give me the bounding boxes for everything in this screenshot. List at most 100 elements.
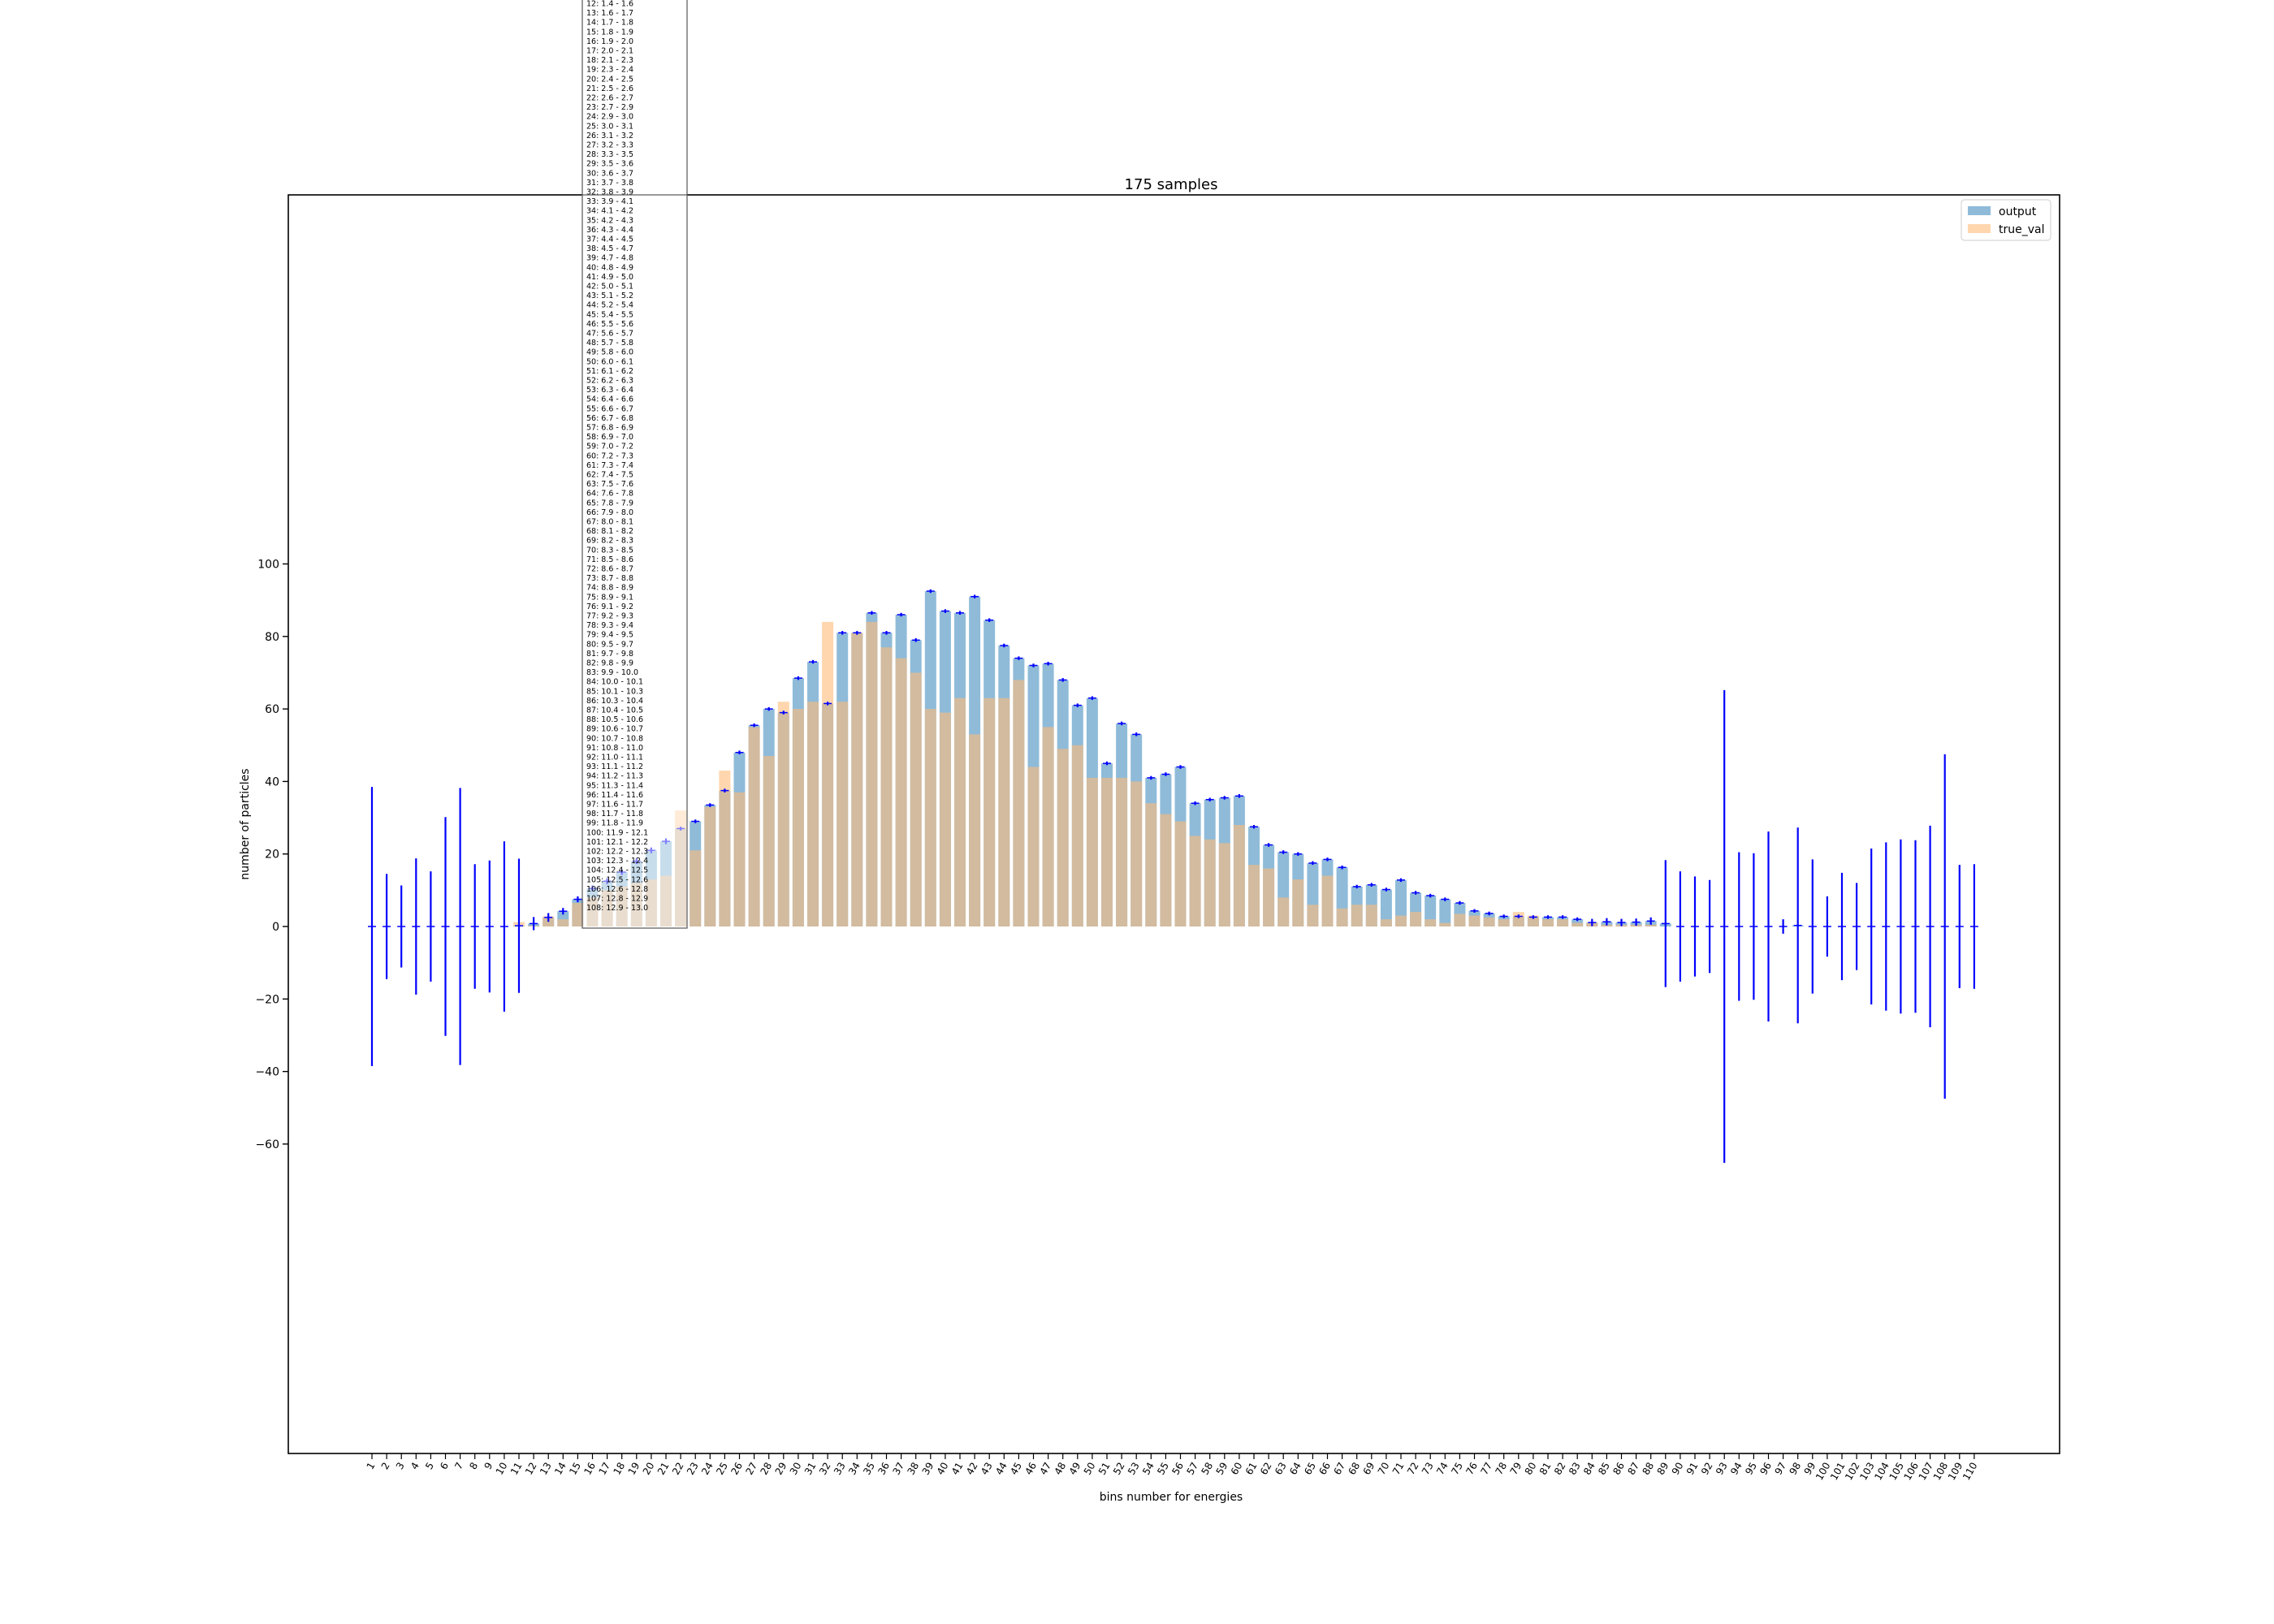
bin-table-row: 13: 1.6 - 1.7: [586, 9, 633, 18]
bin-table-row: 85: 10.1 - 10.3: [586, 687, 643, 696]
x-tick-label: 72: [1405, 1461, 1421, 1477]
bin-table-row: 76: 9.1 - 9.2: [586, 603, 633, 611]
bar-true-val-56: [1174, 821, 1187, 926]
x-tick-label: 20: [641, 1461, 657, 1477]
bin-table-row: 42: 5.0 - 5.1: [586, 283, 633, 292]
bin-table-row: 39: 4.7 - 4.8: [586, 254, 633, 263]
bin-table-row: 78: 9.3 - 9.4: [586, 621, 633, 630]
bar-true-val-54: [1145, 803, 1157, 926]
bar-true-val-25: [719, 771, 731, 926]
x-tick-label: 38: [906, 1461, 922, 1477]
x-tick-label: 34: [846, 1461, 862, 1477]
bin-table-row: 35: 4.2 - 4.3: [586, 216, 633, 225]
bin-table-row: 21: 2.5 - 2.6: [586, 84, 633, 93]
bin-table-row: 47: 5.6 - 5.7: [586, 330, 633, 339]
x-tick-label: 69: [1361, 1461, 1377, 1477]
bin-table-row: 26: 3.1 - 3.2: [586, 132, 633, 140]
bin-table-row: 96: 11.4 - 11.6: [586, 791, 643, 800]
bin-table-row: 101: 12.1 - 12.2: [586, 838, 648, 847]
bin-table-row: 97: 11.6 - 11.7: [586, 801, 643, 810]
x-tick-label: 90: [1670, 1461, 1686, 1477]
bar-true-val-58: [1204, 839, 1216, 926]
bar-true-val-50: [1086, 777, 1098, 926]
bin-table-row: 65: 7.8 - 7.9: [586, 499, 633, 508]
bin-table-row: 61: 7.3 - 7.4: [586, 461, 633, 470]
x-tick-label: 11: [508, 1461, 525, 1477]
bin-table-row: 48: 5.7 - 5.8: [586, 339, 633, 348]
x-tick-label: 99: [1802, 1461, 1818, 1477]
bin-table-row: 60: 7.2 - 7.3: [586, 451, 633, 460]
bin-table-row: 84: 10.0 - 10.1: [586, 678, 643, 687]
bar-output-70: [1380, 889, 1392, 926]
x-tick-label: 37: [890, 1461, 906, 1477]
bar-true-val-63: [1278, 897, 1290, 926]
y-tick-label: 0: [272, 921, 279, 934]
bar-true-val-42: [969, 734, 981, 926]
bin-table-row: 30: 3.6 - 3.7: [586, 169, 633, 178]
x-tick-label: 77: [1478, 1461, 1494, 1477]
bin-table-row: 28: 3.3 - 3.5: [586, 150, 633, 159]
x-tick-label: 19: [626, 1461, 642, 1477]
bin-table-row: 71: 8.5 - 8.6: [586, 555, 633, 564]
x-tick-label: 15: [567, 1461, 583, 1477]
x-tick-label: 71: [1390, 1461, 1407, 1477]
bar-true-val-61: [1248, 865, 1260, 926]
bar-true-val-83: [1571, 922, 1584, 926]
error-bars: [368, 589, 1978, 1164]
bar-true-val-64: [1292, 879, 1304, 926]
bar-true-val-29: [777, 702, 789, 926]
bar-true-val-55: [1160, 814, 1172, 926]
bin-table-row: 77: 9.2 - 9.3: [586, 612, 633, 621]
x-tick-label: 82: [1552, 1461, 1568, 1477]
x-tick-label: 58: [1200, 1461, 1216, 1477]
bin-table-row: 56: 6.7 - 6.8: [586, 414, 633, 423]
x-tick-label: 27: [743, 1461, 759, 1477]
bin-table-row: 98: 11.7 - 11.8: [586, 810, 643, 818]
bin-table-row: 107: 12.8 - 12.9: [586, 895, 648, 904]
bar-true-val-66: [1321, 875, 1334, 926]
bar-true-val-37: [895, 658, 907, 926]
x-tick-label: 65: [1302, 1461, 1318, 1477]
bar-true-val-76: [1468, 915, 1481, 926]
legend-label-output: output: [1999, 205, 2037, 218]
bin-table-row: 51: 6.1 - 6.2: [586, 367, 633, 376]
x-tick-label: 13: [538, 1461, 554, 1477]
x-tick-label: 42: [964, 1461, 980, 1477]
bin-table-row: 68: 8.1 - 8.2: [586, 527, 633, 536]
bar-true-val-14: [557, 919, 569, 926]
bin-table-row: 50: 6.0 - 6.1: [586, 357, 633, 366]
x-tick-label: 55: [1155, 1461, 1171, 1477]
bin-table-row: 64: 7.6 - 7.8: [586, 490, 633, 499]
bin-table-row: 67: 8.0 - 8.1: [586, 518, 633, 527]
bin-table-row: 105: 12.5 - 12.6: [586, 875, 648, 884]
bin-table-row: 49: 5.8 - 6.0: [586, 348, 633, 357]
chart-title: 175 samples: [1125, 176, 1218, 193]
bar-true-val-49: [1071, 745, 1083, 927]
bin-table-row: 70: 8.3 - 8.5: [586, 546, 633, 555]
bin-table-row: 106: 12.6 - 12.8: [586, 885, 648, 894]
bin-table-row: 16: 1.9 - 2.0: [586, 37, 633, 46]
bar-true-val-24: [704, 806, 716, 926]
x-tick-label: 29: [773, 1461, 789, 1477]
x-tick-label: 83: [1567, 1461, 1583, 1477]
x-tick-label: 44: [993, 1461, 1009, 1477]
bar-true-val-71: [1395, 915, 1407, 926]
bar-true-val-43: [984, 698, 996, 926]
bar-true-val-69: [1365, 905, 1377, 926]
legend: output true_val: [1961, 199, 2051, 241]
legend-swatch-output: [1968, 206, 1991, 215]
bin-table-box: [581, 0, 688, 929]
bin-table-row: 14: 1.7 - 1.8: [586, 19, 633, 28]
bar-true-val-33: [837, 702, 849, 926]
bin-table-row: 79: 9.4 - 9.5: [586, 631, 633, 640]
x-tick-label: 12: [523, 1461, 539, 1477]
bar-true-val-47: [1042, 727, 1054, 926]
bin-table-row: 34: 4.1 - 4.2: [586, 207, 633, 216]
y-tick-label: 60: [265, 703, 279, 716]
x-tick-label: 84: [1581, 1461, 1597, 1477]
bar-true-val-28: [763, 756, 775, 926]
bin-table-row: 75: 8.9 - 9.1: [586, 593, 633, 602]
bin-table-row: 108: 12.9 - 13.0: [586, 904, 648, 913]
bar-true-val-70: [1380, 919, 1392, 926]
